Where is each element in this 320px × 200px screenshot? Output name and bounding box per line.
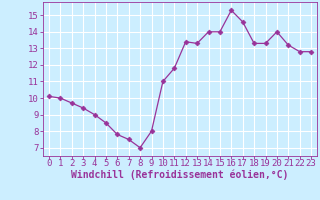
X-axis label: Windchill (Refroidissement éolien,°C): Windchill (Refroidissement éolien,°C) — [71, 169, 289, 180]
